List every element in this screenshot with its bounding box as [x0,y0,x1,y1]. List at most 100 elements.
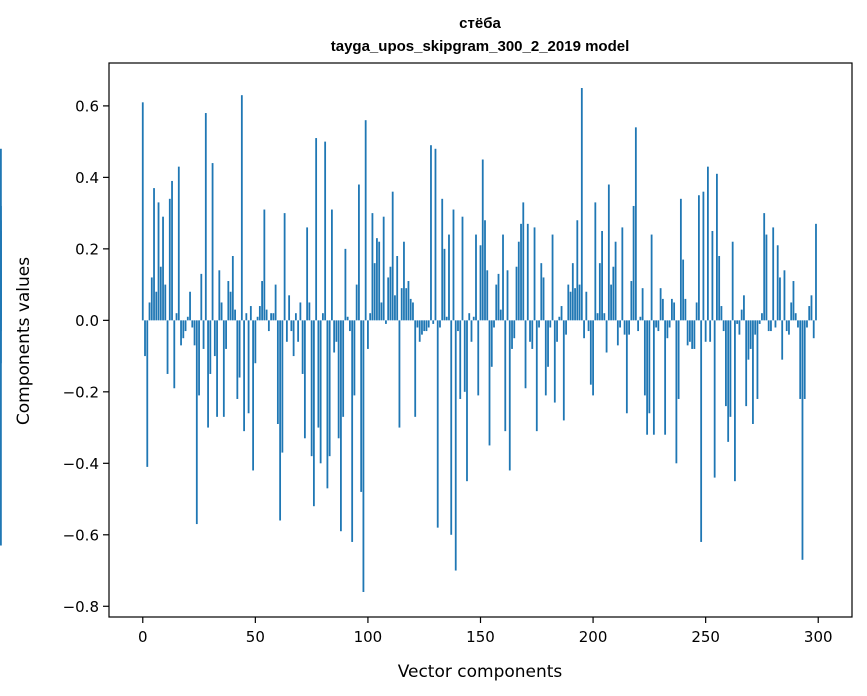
bar-103 [373,263,376,321]
bar-230 [659,288,662,321]
bar-57 [270,313,273,321]
bar-140 [457,320,459,332]
bar-203 [598,263,601,321]
bar-268 [745,320,748,407]
x-tick-label: 150 [466,628,495,646]
bar-241 [684,298,687,321]
bar-272 [754,320,757,335]
bar-175 [535,320,538,432]
bar-152 [484,220,486,321]
bar-3 [148,302,151,321]
bar-93 [351,320,354,542]
bar-163 [508,320,511,471]
bar-116 [403,241,405,321]
bar-205 [603,313,606,321]
bar-117 [405,288,408,321]
bar-284 [781,320,784,360]
bar-160 [502,234,504,321]
bar-2 [146,320,149,467]
bar-111 [391,191,394,321]
bar-55 [265,309,268,321]
bar-159 [499,309,502,321]
bar-105 [378,241,381,321]
bar-121 [414,320,417,417]
bar-113 [396,256,399,321]
bar-243 [688,320,691,342]
bar-191 [571,263,574,321]
bar-118 [407,281,410,321]
bar-42 [236,320,239,399]
bar-56 [267,320,270,332]
bar-261 [729,320,732,417]
bar-75 [310,320,313,457]
bar-123 [418,320,421,342]
bar-263 [734,320,736,482]
bar-291 [797,320,799,328]
bar-102 [371,213,374,321]
bar-190 [569,291,572,321]
bar-158 [497,273,500,321]
bar-192 [574,288,576,321]
bar-62 [281,320,284,453]
bar-157 [495,284,498,321]
bar-139 [454,320,457,571]
bar-231 [661,298,664,321]
bar-178 [542,277,545,321]
bar-287 [788,320,790,335]
bar-270 [749,320,752,349]
bar-130 [434,148,437,321]
bar-194 [578,284,581,321]
bar-271 [752,320,754,424]
bar-275 [761,313,763,321]
bar-276 [763,213,766,321]
bar-128 [430,145,432,321]
y-tick-label: 0.6 [75,97,99,115]
bar-290 [794,313,797,321]
bar-78 [317,320,320,428]
bar-212 [619,320,621,328]
bar-4 [150,277,153,321]
bar-238 [677,320,680,399]
bar-83 [328,320,331,457]
bar-265 [738,320,741,335]
bar-73 [306,227,309,321]
bar-260 [727,320,730,442]
bar-68 [294,313,297,321]
bar-250 [704,320,707,342]
bar-294 [803,320,806,399]
x-tick-label: 250 [691,628,720,646]
bar-248 [700,320,703,542]
bar-32 [213,320,216,357]
bar-124 [421,320,423,335]
bar-285 [783,270,786,321]
bar-86 [335,320,338,342]
bar-36 [222,320,225,417]
bar-227 [652,320,655,435]
bar-undefined [0,148,2,321]
bar-295 [806,320,808,328]
bar-135 [445,316,448,321]
bar-107 [382,216,385,321]
bar-34 [218,270,221,321]
x-axis-label: Vector components [398,662,563,682]
bar-255 [716,173,718,321]
bar-204 [601,230,603,321]
bar-264 [736,320,739,324]
bar-269 [747,320,750,360]
bar-200 [592,320,594,396]
bar-67 [292,320,295,357]
bar-148 [475,234,477,321]
bar-258 [722,320,725,332]
bar-236 [673,302,676,321]
bar-182 [551,234,554,321]
bar-164 [511,320,513,349]
bar-64 [285,320,288,342]
bar-179 [544,320,547,396]
bar-146 [470,320,473,342]
bar-298 [812,320,815,339]
bar-141 [459,320,462,399]
bar-210 [614,241,617,321]
bar-286 [785,320,788,332]
bar-80 [321,313,324,321]
bar-88 [340,320,342,532]
